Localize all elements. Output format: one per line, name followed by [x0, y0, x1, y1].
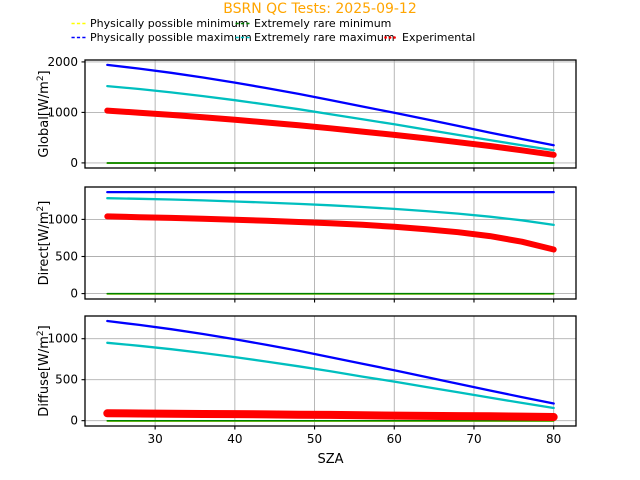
global-ylabel: Global[W/m2]: [36, 70, 52, 157]
x-axis-label: SZA: [317, 452, 344, 467]
direct-ylabel: Direct[W/m2]: [36, 201, 52, 286]
ylabel-text: Global[W/m: [37, 81, 53, 158]
x-tick-label: 50: [307, 432, 322, 446]
ylabel-text: ]: [37, 325, 53, 331]
legend-item-extremely-rare-minimum: Extremely rare minimum: [235, 17, 391, 30]
diffuse-chart: 0 500 1000 30 40 50 60 70 80: [47, 315, 577, 446]
ylabel-sup: 2: [35, 75, 46, 82]
ylabel-text: Diffuse[W/m: [37, 336, 53, 417]
x-tick-label: 80: [546, 432, 561, 446]
series-experimental: [104, 213, 557, 253]
ylabel-text: ]: [37, 70, 53, 76]
legend-item-physically-possible-maximum: Physically possible maximum: [71, 31, 252, 44]
series-experimental: [104, 107, 557, 158]
series-physically-possible-maximum: [106, 319, 555, 405]
legend-label: Experimental: [402, 31, 476, 44]
ylabel-sup: 2: [35, 330, 46, 337]
dashed-line-icon: [71, 36, 86, 39]
legend-label: Extremely rare minimum: [254, 17, 392, 30]
figure-title: BSRN QC Tests: 2025-09-12: [223, 1, 417, 17]
y-tick-label: 0: [70, 414, 78, 428]
x-tick-label: 70: [466, 432, 481, 446]
legend-label: Extremely rare maximum: [254, 31, 395, 44]
y-tick-label: 1000: [47, 105, 78, 119]
series-physically-possible-maximum: [106, 63, 555, 147]
series-extremely-rare-maximum: [106, 84, 555, 152]
dashed-line-icon: [235, 36, 250, 39]
series-extremely-rare-maximum: [106, 341, 555, 410]
axes-border: [84, 186, 577, 300]
legend-label: Physically possible maximum: [90, 31, 252, 44]
axes-border: [84, 59, 577, 169]
direct-chart: 0 500 1000: [47, 186, 577, 303]
x-tick-label: 60: [387, 432, 402, 446]
axes-border: [84, 315, 577, 427]
x-tick-label: 30: [148, 432, 163, 446]
legend-item-physically-possible-minimum: Physically possible minimum: [71, 17, 249, 30]
y-tick-label: 2000: [47, 55, 78, 69]
legend-item-experimental: Experimental: [383, 31, 475, 44]
y-tick-label: 1000: [47, 332, 78, 346]
dashed-line-icon: [235, 22, 250, 25]
ylabel-text: ]: [37, 200, 53, 206]
y-tick-label: 0: [70, 156, 78, 170]
ylabel-text: Direct[W/m: [37, 211, 53, 286]
legend-label: Physically possible minimum: [90, 17, 249, 30]
dashed-line-icon: [71, 22, 86, 25]
y-tick-label: 0: [70, 287, 78, 301]
y-tick-label: 500: [55, 373, 78, 387]
legend-item-extremely-rare-maximum: Extremely rare maximum: [235, 31, 395, 44]
series-experimental: [103, 409, 558, 421]
global-chart: 0 1000 2000: [47, 55, 577, 172]
y-tick-label: 1000: [47, 212, 78, 226]
series-extremely-rare-maximum: [106, 197, 555, 227]
y-tick-label: 500: [55, 249, 78, 263]
ylabel-sup: 2: [35, 205, 46, 212]
x-tick-label: 40: [227, 432, 242, 446]
diffuse-ylabel: Diffuse[W/m2]: [36, 325, 52, 416]
dotted-line-icon: [384, 36, 397, 39]
